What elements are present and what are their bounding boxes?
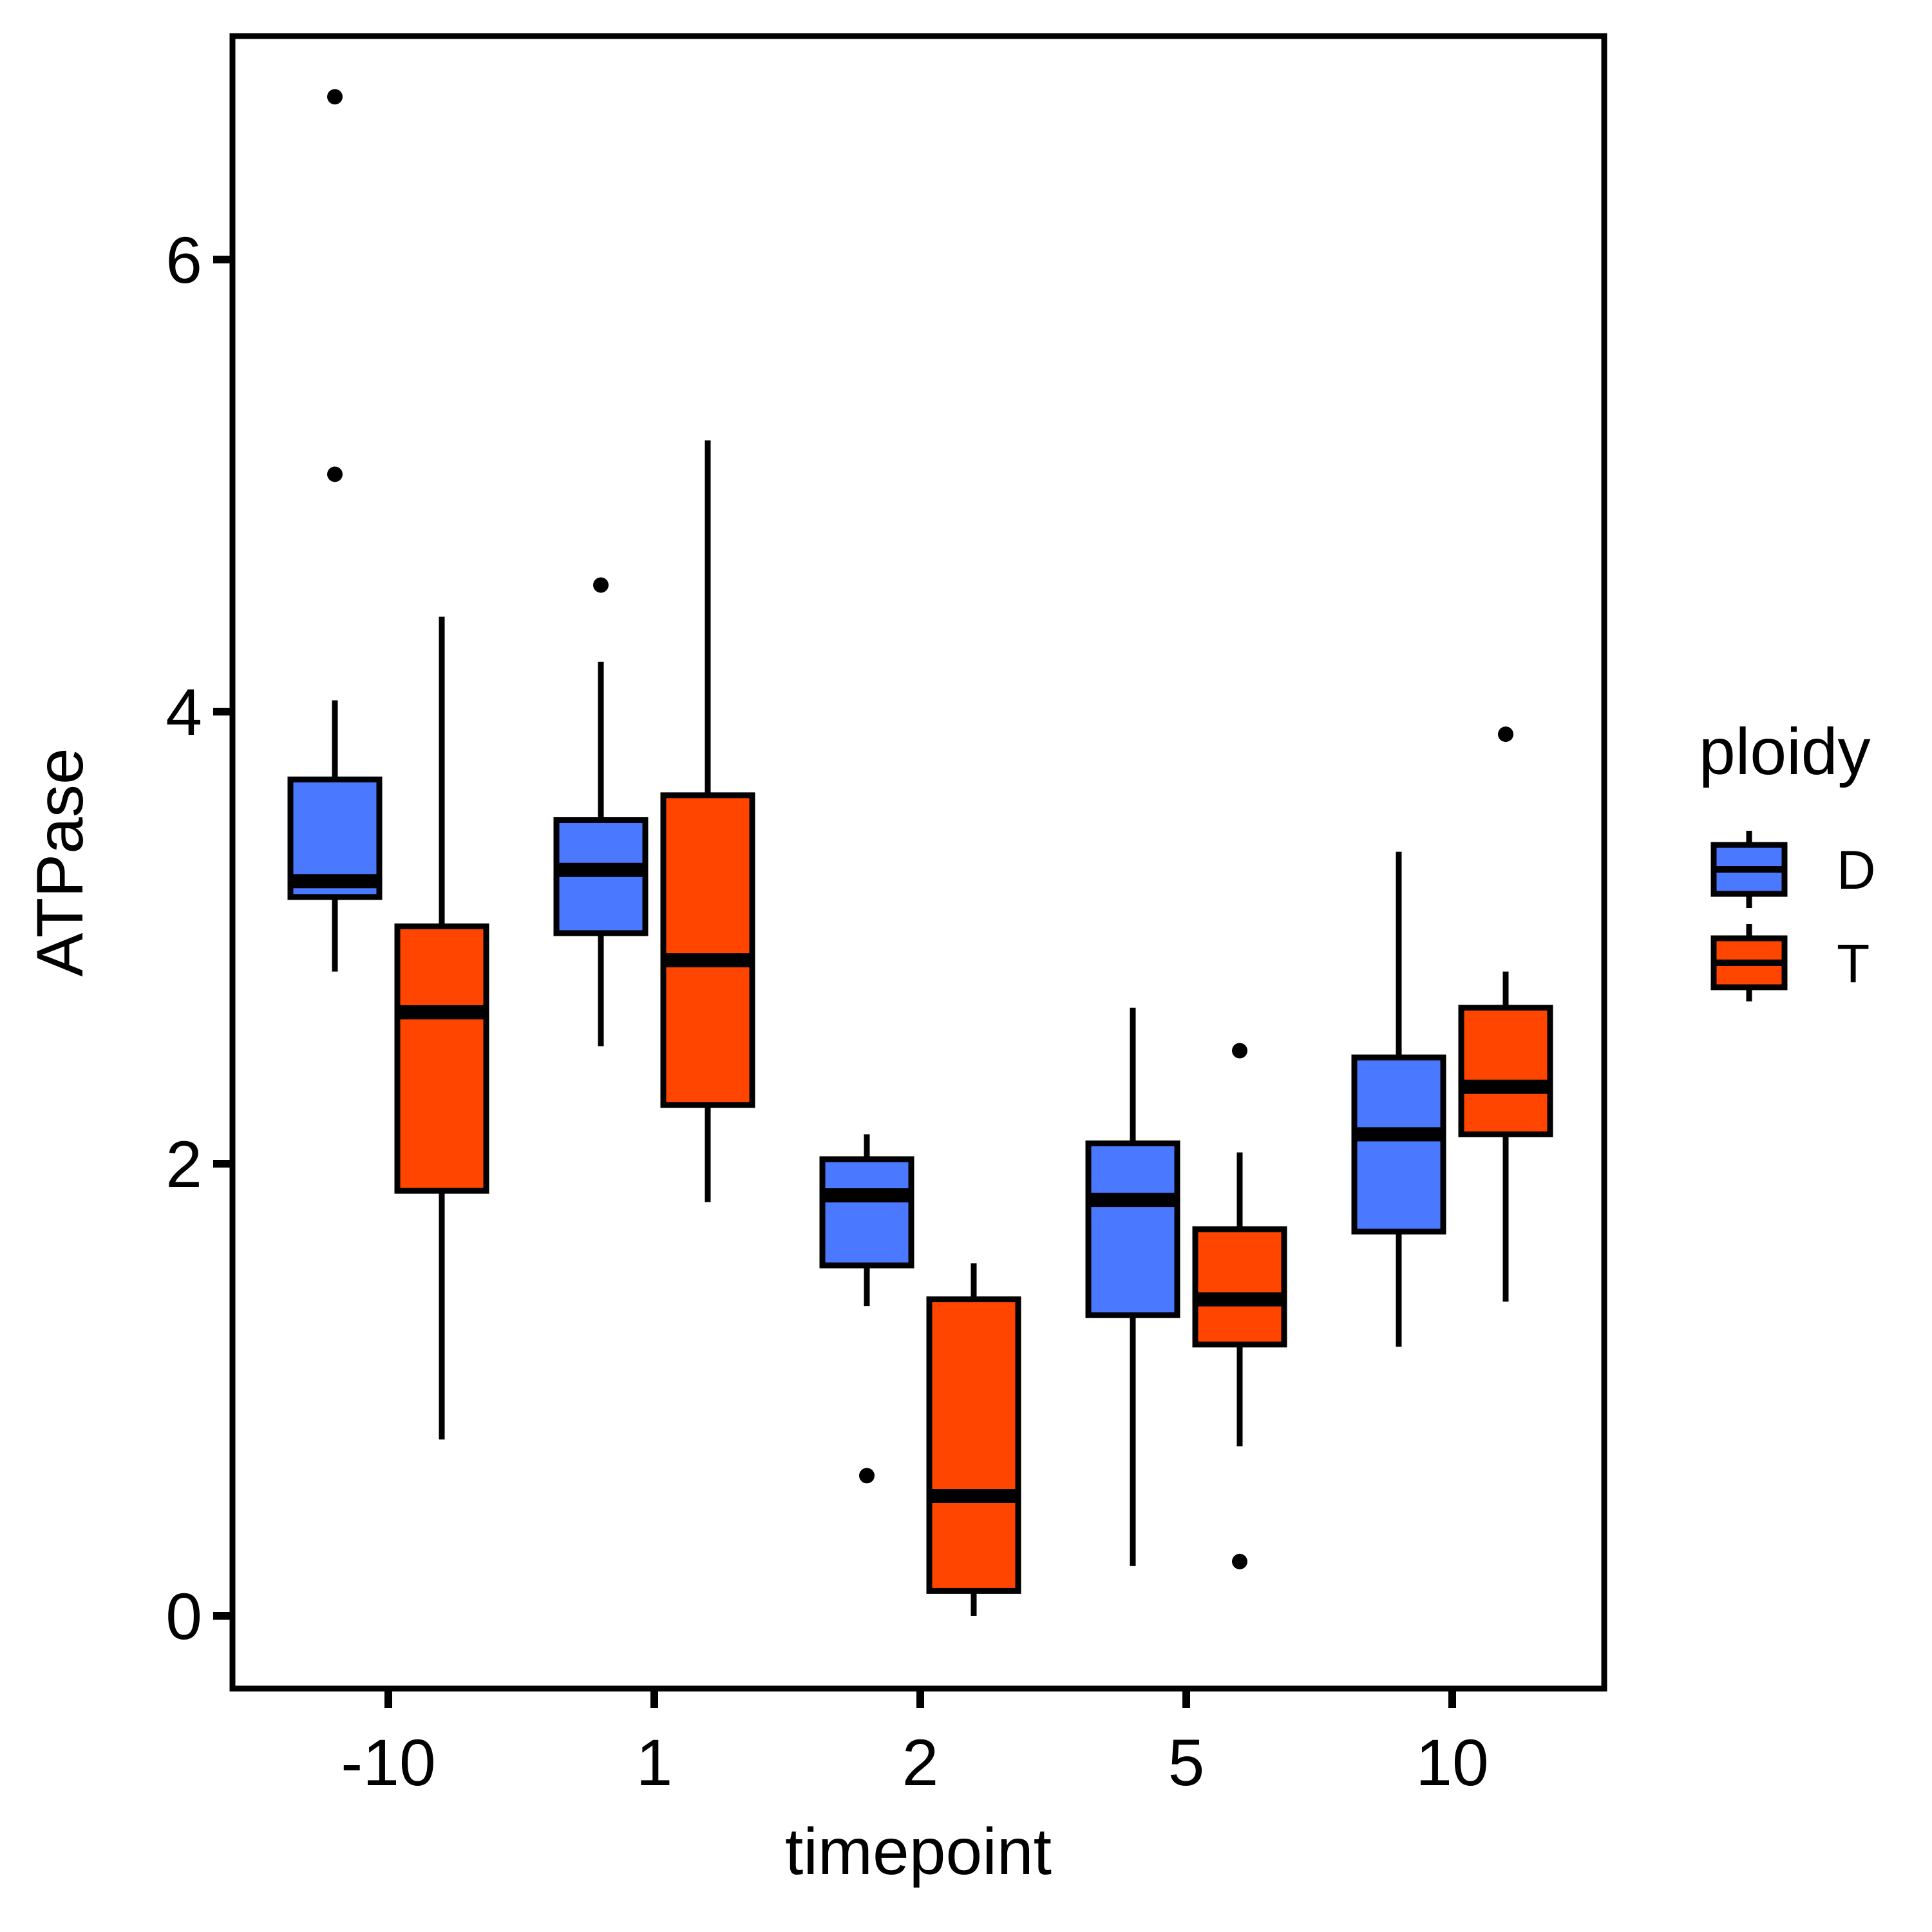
box-body (1351, 1054, 1446, 1235)
box-body (819, 1156, 914, 1269)
panel-border (229, 33, 1607, 1692)
outlier-point (1232, 1553, 1247, 1569)
box-D-2 (819, 1134, 914, 1484)
box-D--10 (287, 89, 383, 972)
outlier-point (327, 89, 343, 105)
outlier-point (593, 577, 609, 593)
x-tick-label: 5 (1168, 1726, 1205, 1799)
box-T-2 (926, 1263, 1021, 1616)
x-tick-label: 10 (1416, 1726, 1488, 1799)
y-tick-label: 6 (166, 223, 202, 297)
x-tick-label: -10 (341, 1726, 435, 1799)
box-T-1 (660, 440, 755, 1202)
box-body (1085, 1140, 1180, 1318)
box-body (660, 792, 755, 1108)
y-axis-label: ATPase (23, 748, 97, 976)
y-tick-label: 2 (166, 1128, 202, 1201)
plot-marks (287, 89, 1553, 1616)
x-tick-label: 1 (636, 1726, 673, 1799)
legend: ploidy DT (1699, 715, 1876, 1001)
box-D-10 (1351, 851, 1446, 1347)
box-T-10 (1458, 726, 1553, 1302)
outlier-point (1498, 726, 1513, 743)
legend-label: D (1837, 840, 1876, 900)
axes: 0 2 4 6 -10 1 2 5 10 (166, 223, 1488, 1799)
box-T-5 (1192, 1043, 1287, 1569)
y-tick-label: 4 (166, 676, 202, 749)
box-T--10 (394, 616, 489, 1440)
legend-item-T: T (1710, 924, 1870, 1001)
box-D-5 (1085, 1007, 1180, 1566)
x-axis-label: timepoint (785, 1815, 1052, 1888)
box-body (394, 923, 489, 1194)
y-tick-label: 0 (166, 1580, 202, 1653)
legend-label: T (1837, 933, 1870, 994)
outlier-point (1232, 1043, 1247, 1059)
outlier-point (327, 466, 343, 482)
legend-item-D: D (1710, 831, 1876, 908)
box-body (1458, 1005, 1553, 1137)
outlier-point (859, 1468, 875, 1484)
legend-title: ploidy (1699, 715, 1871, 788)
x-tick-label: 2 (902, 1726, 939, 1799)
box-body (926, 1296, 1021, 1594)
box-body (1192, 1226, 1287, 1348)
box-D-1 (553, 577, 649, 1046)
